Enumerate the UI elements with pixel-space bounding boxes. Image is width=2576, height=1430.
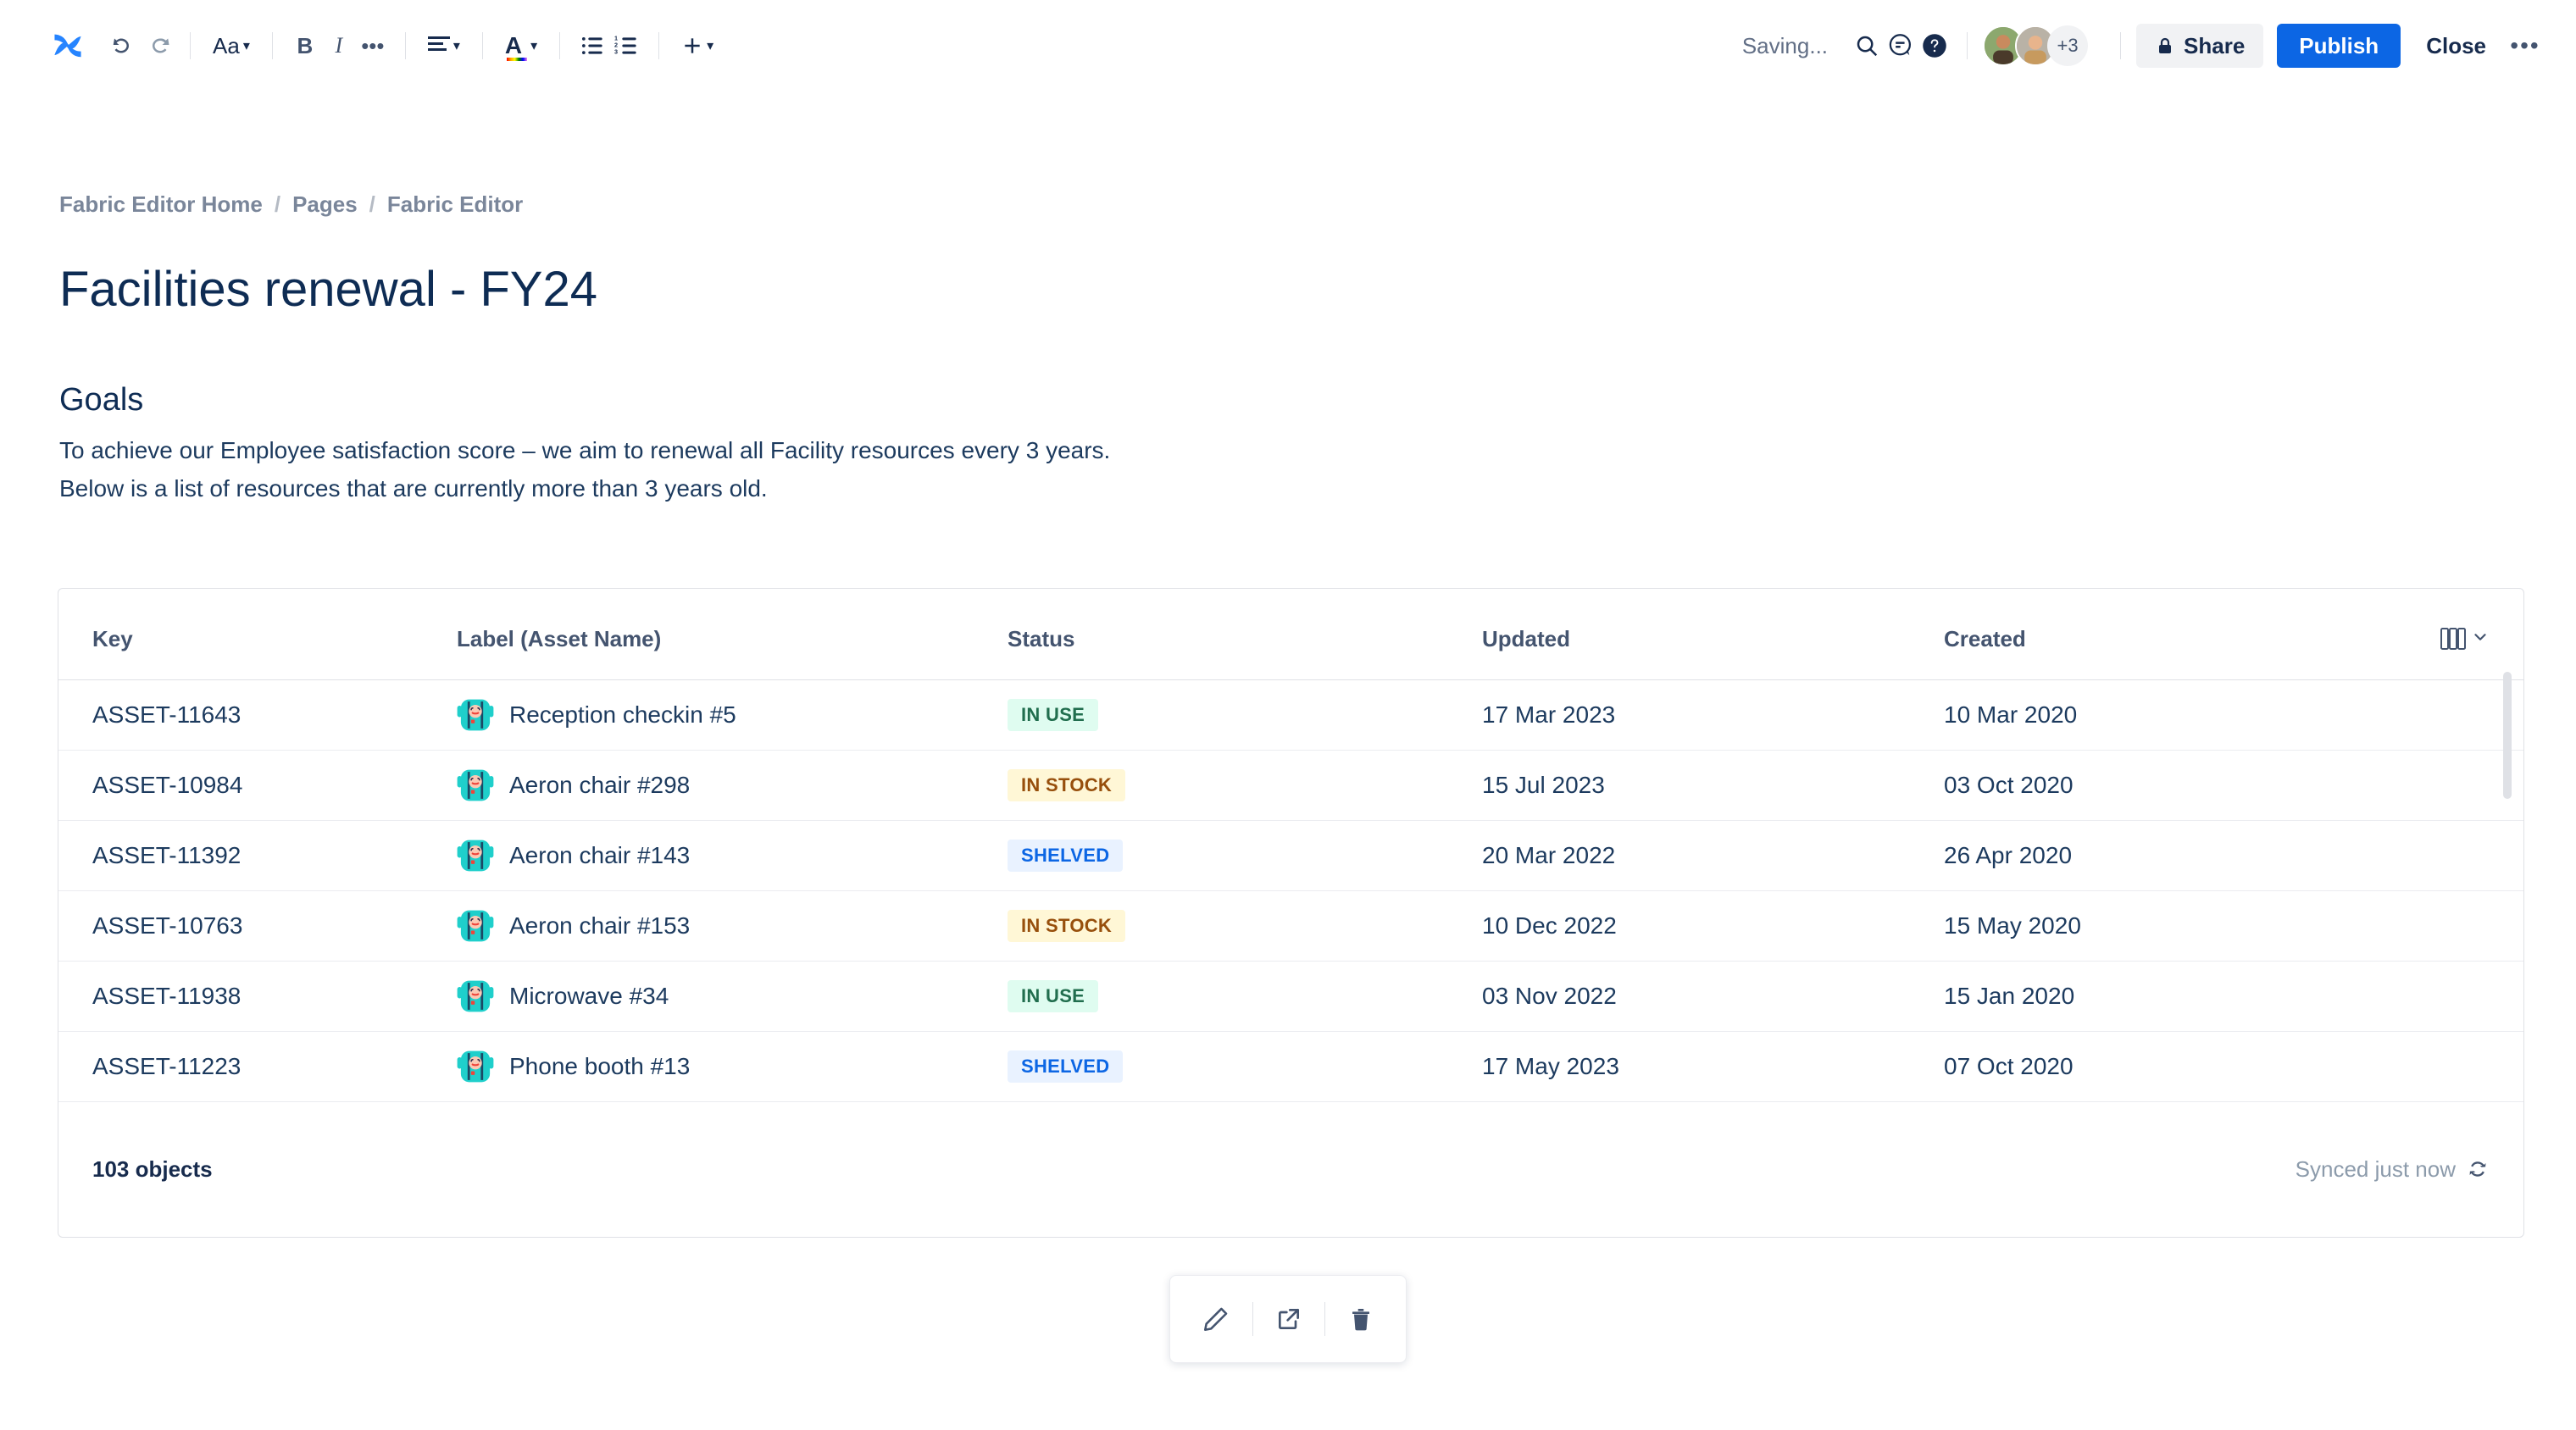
svg-text:3: 3 xyxy=(614,48,618,56)
